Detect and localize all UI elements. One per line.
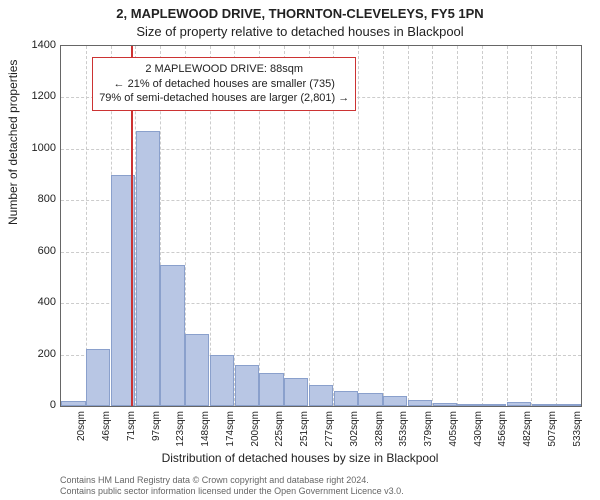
y-tick-label: 0 bbox=[16, 399, 56, 411]
x-tick-label: 507sqm bbox=[547, 411, 558, 455]
x-tick-label: 123sqm bbox=[175, 411, 186, 455]
x-tick-label: 482sqm bbox=[522, 411, 533, 455]
y-tick-label: 1200 bbox=[16, 90, 56, 102]
x-tick-label: 174sqm bbox=[225, 411, 236, 455]
x-tick-label: 20sqm bbox=[76, 411, 87, 455]
x-tick-label: 200sqm bbox=[250, 411, 261, 455]
annotation-box: 2 MAPLEWOOD DRIVE: 88sqm ← 21% of detach… bbox=[92, 57, 356, 112]
footer-line1: Contains HM Land Registry data © Crown c… bbox=[60, 475, 404, 487]
y-tick-label: 600 bbox=[16, 245, 56, 257]
histogram-bar bbox=[383, 396, 407, 406]
x-tick-label: 71sqm bbox=[126, 411, 137, 455]
x-tick-label: 533sqm bbox=[572, 411, 583, 455]
x-tick-label: 225sqm bbox=[274, 411, 285, 455]
y-tick-label: 1400 bbox=[16, 39, 56, 51]
annotation-line1: 2 MAPLEWOOD DRIVE: 88sqm bbox=[99, 62, 349, 77]
histogram-bar bbox=[507, 402, 531, 406]
x-tick-label: 328sqm bbox=[374, 411, 385, 455]
x-tick-label: 277sqm bbox=[324, 411, 335, 455]
plot-area: 2 MAPLEWOOD DRIVE: 88sqm ← 21% of detach… bbox=[60, 45, 582, 407]
annotation-line2: ← 21% of detached houses are smaller (73… bbox=[99, 77, 349, 92]
x-tick-label: 456sqm bbox=[497, 411, 508, 455]
histogram-bar bbox=[358, 393, 382, 406]
gridline-v bbox=[358, 46, 359, 406]
histogram-bar bbox=[433, 403, 457, 406]
histogram-bar bbox=[259, 373, 283, 406]
histogram-bar bbox=[482, 404, 506, 406]
y-tick-label: 1000 bbox=[16, 142, 56, 154]
x-tick-label: 405sqm bbox=[448, 411, 459, 455]
y-tick-label: 200 bbox=[16, 348, 56, 360]
histogram-bar bbox=[210, 355, 234, 406]
y-tick-label: 400 bbox=[16, 296, 56, 308]
chart-title-line2: Size of property relative to detached ho… bbox=[0, 24, 600, 39]
gridline-v bbox=[531, 46, 532, 406]
annotation-line3: 79% of semi-detached houses are larger (… bbox=[99, 91, 349, 106]
histogram-bar bbox=[556, 404, 580, 406]
histogram-bar bbox=[532, 404, 556, 406]
gridline-v bbox=[556, 46, 557, 406]
histogram-bar bbox=[86, 349, 110, 406]
x-tick-label: 251sqm bbox=[299, 411, 310, 455]
x-tick-label: 353sqm bbox=[398, 411, 409, 455]
histogram-bar bbox=[408, 400, 432, 406]
x-tick-label: 97sqm bbox=[151, 411, 162, 455]
gridline-v bbox=[408, 46, 409, 406]
gridline-v bbox=[482, 46, 483, 406]
x-tick-label: 302sqm bbox=[349, 411, 360, 455]
y-tick-label: 800 bbox=[16, 193, 56, 205]
histogram-bar bbox=[136, 131, 160, 406]
x-tick-label: 379sqm bbox=[423, 411, 434, 455]
footer-line2: Contains public sector information licen… bbox=[60, 486, 404, 498]
gridline-v bbox=[383, 46, 384, 406]
x-tick-label: 430sqm bbox=[473, 411, 484, 455]
footer-attribution: Contains HM Land Registry data © Crown c… bbox=[60, 475, 404, 498]
x-tick-label: 148sqm bbox=[200, 411, 211, 455]
chart-title-line1: 2, MAPLEWOOD DRIVE, THORNTON-CLEVELEYS, … bbox=[0, 6, 600, 21]
gridline-v bbox=[507, 46, 508, 406]
histogram-bar bbox=[309, 385, 333, 406]
histogram-bar bbox=[334, 391, 358, 406]
histogram-bar bbox=[457, 404, 481, 406]
gridline-v bbox=[457, 46, 458, 406]
histogram-bar bbox=[160, 265, 184, 406]
gridline-v bbox=[432, 46, 433, 406]
histogram-bar bbox=[61, 401, 85, 406]
x-tick-label: 46sqm bbox=[101, 411, 112, 455]
histogram-bar bbox=[284, 378, 308, 406]
histogram-bar bbox=[235, 365, 259, 406]
chart-container: 2, MAPLEWOOD DRIVE, THORNTON-CLEVELEYS, … bbox=[0, 0, 600, 500]
histogram-bar bbox=[185, 334, 209, 406]
